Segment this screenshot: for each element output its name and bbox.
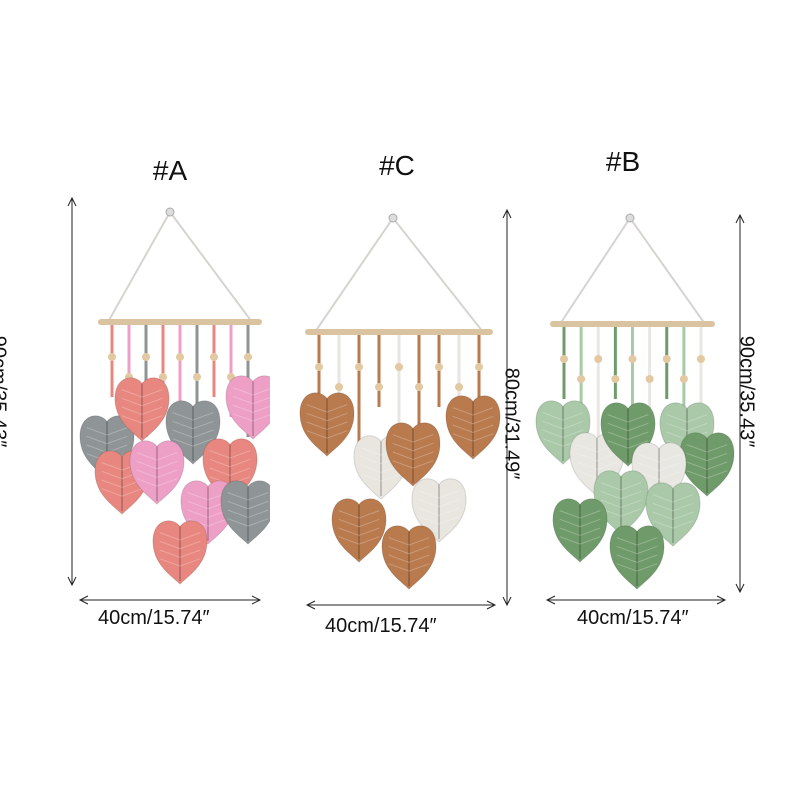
wooden-bead	[193, 373, 201, 381]
feather-leaf	[220, 480, 270, 545]
arrowhead-icon	[502, 208, 512, 219]
wooden-bead	[108, 353, 116, 361]
hanging-string	[559, 216, 706, 325]
wooden-bead	[159, 373, 167, 381]
wooden-bead	[645, 375, 654, 383]
arrowhead-icon	[716, 595, 727, 605]
variant-label: #B	[605, 146, 641, 177]
arrowhead-icon	[67, 576, 77, 587]
arrowhead-icon	[251, 595, 262, 605]
wall-hook-icon	[625, 213, 635, 223]
wooden-bead	[611, 375, 620, 383]
wall-hanging-variant-b: #B 90cm/35.43″ 40cm/15.74″	[525, 0, 785, 800]
feather-leaf	[152, 520, 208, 585]
wall-hanging-variant-a: #A 90cm/35.43″ 40cm/15.74″	[0, 0, 270, 800]
arrowhead-icon	[67, 196, 77, 207]
wooden-bead	[355, 363, 363, 371]
wooden-bead	[455, 383, 463, 391]
hanging-string	[314, 216, 484, 333]
arrowhead-icon	[486, 600, 497, 610]
macrame-feather-hanging-image	[535, 213, 745, 605]
wall-hook-icon	[388, 213, 398, 223]
arrowhead-icon	[735, 583, 745, 594]
wooden-dowel	[305, 329, 493, 335]
wooden-bead	[577, 375, 586, 383]
height-dimension-label: 90cm/35.43″	[0, 335, 10, 448]
arrowhead-icon	[545, 595, 556, 605]
wooden-bead	[176, 353, 184, 361]
arrowhead-icon	[305, 600, 316, 610]
wooden-bead	[662, 355, 671, 363]
width-dimension-label: 40cm/15.74″	[98, 607, 210, 629]
macrame-feather-hanging-image	[67, 196, 270, 605]
wall-hook-icon	[165, 207, 175, 217]
feather-leaf	[679, 432, 735, 497]
arrowhead-icon	[735, 213, 745, 224]
feather-leaf	[411, 478, 467, 543]
feather-leaf	[331, 498, 387, 563]
wooden-dowel	[550, 321, 715, 327]
feather-leaf	[381, 525, 437, 590]
wooden-bead	[375, 383, 383, 391]
feather-leaf	[552, 498, 608, 563]
wooden-bead	[335, 383, 343, 391]
macrame-feather-hanging-image	[299, 208, 512, 610]
wooden-bead	[628, 355, 637, 363]
wooden-bead	[475, 363, 483, 371]
wooden-bead	[315, 363, 323, 371]
wooden-bead	[697, 355, 705, 363]
wooden-bead	[594, 355, 603, 363]
variant-label: #C	[379, 150, 415, 181]
wooden-bead	[244, 353, 252, 361]
arrowhead-icon	[78, 595, 89, 605]
arrowhead-icon	[502, 596, 512, 607]
feather-leaf	[114, 377, 170, 442]
wooden-bead	[435, 363, 443, 371]
wooden-bead	[560, 355, 568, 363]
hanging-string	[107, 210, 253, 323]
feather-leaf	[299, 392, 355, 457]
feather-leaf	[445, 395, 501, 460]
wooden-bead	[395, 363, 403, 371]
wooden-bead	[210, 353, 218, 361]
wall-hanging-variant-c: #C 80cm/31.49″ 40cm/15.74″	[285, 0, 545, 800]
wooden-dowel	[98, 319, 262, 325]
wooden-bead	[142, 353, 150, 361]
wooden-bead	[415, 383, 423, 391]
width-dimension-label: 40cm/15.74″	[577, 607, 689, 629]
feather-leaf	[645, 482, 701, 547]
variant-label: #A	[152, 155, 188, 186]
feather-leaf	[225, 375, 270, 440]
feather-leaf	[129, 440, 185, 505]
width-dimension-label: 40cm/15.74″	[325, 615, 437, 637]
feather-leaf	[609, 525, 665, 590]
wooden-bead	[679, 375, 688, 383]
feather-leaf	[385, 422, 441, 487]
